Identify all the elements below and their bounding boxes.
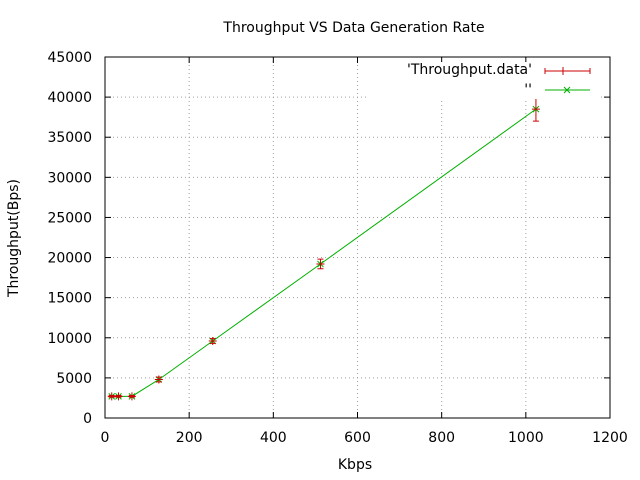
y-tick-label: 0 (83, 411, 92, 427)
y-tick-label: 20000 (47, 251, 92, 267)
y-tick-label: 25000 (47, 210, 92, 226)
x-tick-label: 0 (101, 430, 110, 446)
errorbar-point (114, 392, 123, 401)
legend: 'Throughput.data' '' (366, 62, 598, 99)
axis-ticks (104, 56, 611, 419)
y-axis-label: Throughput(Bps) (6, 179, 22, 298)
y-tick-label: 45000 (47, 50, 92, 66)
legend-label-line-series: '' (524, 82, 532, 98)
axis-tick-labels: 0 200 400 600 800 1000 1200 0 5000 10000 15000 2000… (47, 50, 627, 446)
x-tick-label: 400 (260, 430, 287, 446)
y-tick-label: 15000 (47, 291, 92, 307)
y-tick-label: 35000 (47, 130, 92, 146)
x-tick-label: 200 (176, 430, 203, 446)
errorbar-point (316, 258, 325, 270)
data-series (107, 96, 540, 401)
errorbar-point (154, 375, 163, 384)
chart-title: Throughput VS Data Generation Rate (222, 20, 484, 36)
x-tick-label: 600 (344, 430, 371, 446)
errorbar-point (107, 392, 116, 401)
y-tick-label: 10000 (47, 331, 92, 347)
legend-label-throughput-data: 'Throughput.data' (407, 62, 532, 78)
y-tick-label: 40000 (47, 90, 92, 106)
legend-line-sample (545, 86, 590, 94)
legend-background (366, 62, 598, 99)
legend-sample-line (545, 86, 590, 94)
y-tick-label: 5000 (56, 371, 92, 387)
x-tick-label: 1000 (508, 430, 544, 446)
series-line (111, 108, 537, 397)
errorbar-point (127, 392, 136, 401)
errorbar-point (208, 336, 217, 345)
x-tick-label: 1200 (592, 430, 628, 446)
y-tick-label: 30000 (47, 170, 92, 186)
legend-sample-errorbars (544, 67, 591, 75)
x-axis-label: Kbps (338, 457, 372, 473)
legend-errorbar-sample (544, 67, 591, 75)
errorbar-point (531, 96, 540, 122)
x-tick-label: 800 (428, 430, 455, 446)
